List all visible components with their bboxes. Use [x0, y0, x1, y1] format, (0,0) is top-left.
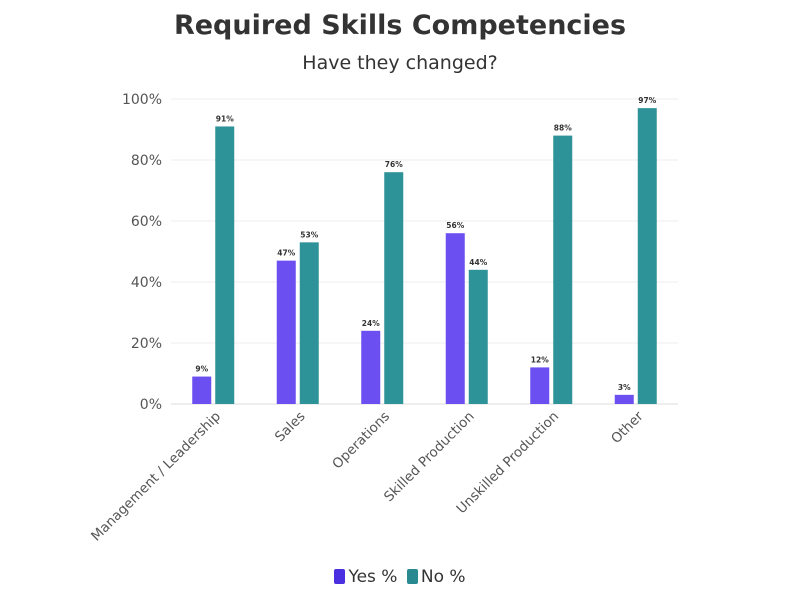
data-label: 53% — [300, 230, 318, 239]
y-tick-label: 40% — [131, 275, 162, 291]
x-tick-label: Skilled Production — [381, 409, 478, 506]
y-tick-label: 20% — [131, 336, 162, 352]
data-label: 3% — [618, 383, 631, 392]
x-tick-label: Other — [608, 408, 647, 447]
legend-item-no[interactable]: No % — [406, 567, 466, 587]
y-tick-label: 80% — [131, 153, 162, 169]
legend-item-yes[interactable]: Yes % — [334, 567, 397, 587]
legend-label-no: No % — [420, 567, 466, 587]
legend-label-yes: Yes % — [348, 567, 398, 587]
bar-no — [215, 126, 235, 404]
data-label: 76% — [385, 160, 403, 169]
y-tick-label: 100% — [122, 92, 162, 108]
bar-yes — [445, 233, 465, 404]
bar-yes — [361, 330, 381, 404]
data-label: 24% — [362, 319, 380, 328]
data-label: 12% — [531, 355, 549, 364]
chart-subtitle: Have they changed? — [302, 52, 498, 74]
bar-no — [553, 135, 573, 404]
x-tick-label: Management / Leadership — [88, 409, 224, 545]
bar-yes — [192, 376, 212, 404]
bar-yes — [614, 394, 634, 404]
data-label: 88% — [554, 124, 572, 133]
bar-no — [468, 269, 488, 404]
chart-legend: Yes % No % — [0, 567, 800, 587]
bar-no — [384, 172, 404, 404]
bar-yes — [530, 367, 550, 404]
bar-no — [637, 108, 657, 405]
data-label: 56% — [446, 221, 464, 230]
legend-swatch-yes — [334, 569, 346, 584]
data-label: 91% — [216, 114, 234, 123]
data-label: 9% — [195, 365, 208, 374]
x-tick-label: Operations — [329, 409, 393, 473]
bar-yes — [276, 260, 296, 404]
legend-swatch-no — [406, 569, 418, 584]
bar-no — [299, 242, 319, 404]
chart-title: Required Skills Competencies — [173, 10, 627, 41]
data-label: 47% — [277, 249, 295, 258]
data-label: 97% — [638, 96, 656, 105]
x-tick-label: Sales — [272, 409, 309, 446]
bar-chart: 0% 20% 40% 60% 80% 100% 9% 91% Management / Lead… — [88, 92, 678, 545]
data-label: 44% — [469, 258, 487, 267]
y-tick-label: 0% — [140, 397, 162, 413]
y-tick-label: 60% — [131, 214, 162, 230]
